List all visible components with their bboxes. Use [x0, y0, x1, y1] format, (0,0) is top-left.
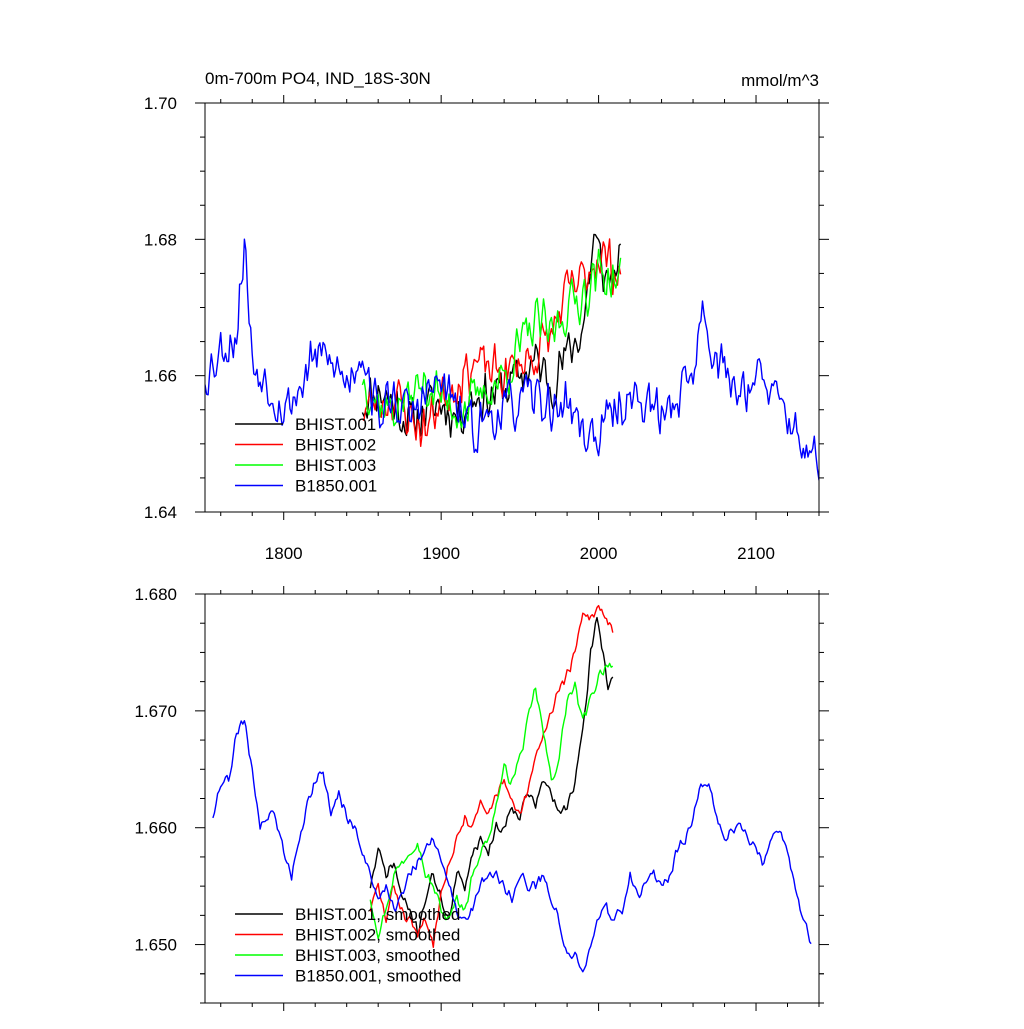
- y-tick-label: 1.670: [134, 702, 177, 721]
- top-title: 0m-700m PO4, IND_18S-30N: [205, 69, 431, 88]
- bottom-legend: BHIST.001, smoothed BHIST.002, smoothedBH…: [235, 905, 461, 986]
- y-tick-label: 1.66: [144, 367, 177, 386]
- y-tick-label: 1.660: [134, 819, 177, 838]
- series-line-bhist-002-smoothed: [369, 604, 614, 948]
- x-tick-label: 1900: [422, 544, 460, 563]
- y-tick-label: 1.68: [144, 230, 177, 249]
- top-units: mmol/m^3: [741, 71, 819, 90]
- legend-label: BHIST.002: [295, 436, 376, 455]
- x-tick-label: 2000: [580, 544, 618, 563]
- legend-label: BHIST.003, smoothed: [295, 946, 460, 965]
- y-tick-label: 1.680: [134, 585, 177, 604]
- top-ticks: 1800 1900 2000 2100 1.64 1.66 1.68 1.70: [144, 94, 829, 563]
- legend-label: B1850.001, smoothed: [295, 967, 461, 986]
- bottom-series-group: [212, 604, 812, 973]
- series-line-bhist-003-smoothed: [369, 662, 614, 940]
- series-line-bhist-002: [361, 238, 622, 447]
- legend-label: BHIST.002, smoothed: [295, 926, 460, 945]
- bottom-ticks: 1.650 1.660 1.670 1.680: [134, 585, 829, 1011]
- legend-label: BHIST.003: [295, 456, 376, 475]
- x-tick-label: 1800: [265, 544, 303, 563]
- y-tick-label: 1.64: [144, 503, 177, 522]
- top-series-group: [205, 233, 819, 481]
- series-line-bhist-001: [361, 233, 622, 438]
- top-panel: 1800 1900 2000 2100 1.64 1.66 1.68 1.70 0m-700m…: [144, 69, 829, 563]
- y-tick-label: 1.70: [144, 94, 177, 113]
- series-line-b1850-001: [205, 238, 819, 481]
- bottom-panel: 1.650 1.660 1.670 1.680 BHIST.001, smoothed…: [134, 585, 829, 1011]
- series-line-b1850-001-smoothed: [212, 720, 812, 973]
- series-line-bhist-001-smoothed: [369, 616, 614, 935]
- legend-label: B1850.001: [295, 477, 377, 496]
- y-tick-label: 1.650: [134, 936, 177, 955]
- legend-label: BHIST.001: [295, 415, 376, 434]
- legend-label: BHIST.001, smoothed: [295, 905, 460, 924]
- x-tick-label: 2100: [737, 544, 775, 563]
